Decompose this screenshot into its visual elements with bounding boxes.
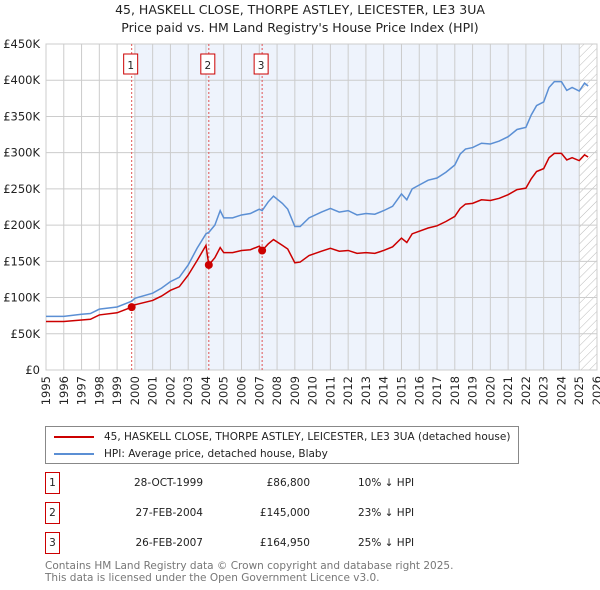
sale-price: £86,800 (266, 477, 310, 489)
sale-point (258, 246, 267, 255)
x-tick-label: 2003 (181, 376, 195, 405)
y-tick-label: £200K (3, 218, 40, 232)
sale-hpi-diff: 23% ↓ HPI (358, 507, 415, 519)
x-tick-label: 2002 (163, 376, 177, 405)
chart-title: 45, HASKELL CLOSE, THORPE ASTLEY, LEICES… (115, 2, 485, 17)
series-line (46, 80, 589, 318)
x-tick-label: 2006 (235, 376, 249, 405)
x-tick-label: 2016 (412, 376, 426, 405)
y-tick-label: £0 (25, 363, 40, 377)
x-tick-label: 2010 (306, 376, 320, 405)
sale-marker-label: 3 (258, 60, 265, 72)
x-tick-label: 2021 (501, 376, 515, 405)
x-tick-label: 2024 (554, 376, 568, 405)
sale-marker-box (200, 53, 216, 75)
sale-date: 27-FEB-2004 (135, 507, 203, 519)
legend-label: HPI: Average price, detached house, Blab… (104, 448, 328, 460)
plot-border (45, 43, 598, 371)
sale-price: £164,950 (259, 537, 310, 549)
legend-item-hpi: HPI: Average price, detached house, Blab… (54, 446, 328, 462)
forecast-hatch (579, 44, 597, 370)
sale-marker-badge: 2 (45, 502, 60, 524)
x-tick-label: 2005 (217, 376, 231, 405)
chart-subtitle: Price paid vs. HM Land Registry's House … (121, 20, 479, 35)
shaded-region (134, 44, 580, 370)
x-tick-label: 2007 (252, 376, 266, 405)
x-tick-label: 2026 (590, 376, 600, 405)
x-tick-label: 1995 (39, 376, 53, 405)
sale-marker-box (123, 53, 139, 75)
sale-point (204, 260, 213, 269)
sale-hpi-diff: 10% ↓ HPI (358, 477, 415, 489)
sale-marker-badge: 1 (45, 472, 60, 494)
x-tick-label: 2009 (288, 376, 302, 405)
sale-date: 26-FEB-2007 (135, 537, 203, 549)
x-tick-label: 2018 (448, 376, 462, 405)
legend-swatch-red (54, 436, 94, 438)
x-tick-label: 2020 (483, 376, 497, 405)
y-tick-label: £350K (3, 109, 40, 123)
y-tick-label: £250K (3, 182, 40, 196)
x-tick-label: 1999 (110, 376, 124, 405)
x-tick-label: 1997 (75, 376, 89, 405)
sale-point (127, 303, 136, 312)
legend-item-property: 45, HASKELL CLOSE, THORPE ASTLEY, LEICES… (54, 429, 510, 445)
price-chart: £0 £50K £100K £150K £200K £250K £300K £350K £400… (3, 37, 600, 405)
sale-marker-label: 2 (204, 60, 211, 72)
x-tick-label: 2011 (323, 376, 337, 405)
legend-label: 45, HASKELL CLOSE, THORPE ASTLEY, LEICES… (104, 431, 511, 443)
x-tick-label: 2013 (359, 376, 373, 405)
x-tick-label: 2023 (537, 376, 551, 405)
x-tick-label: 2000 (128, 376, 142, 405)
sale-marker-label: 1 (127, 60, 134, 72)
x-tick-label: 2025 (572, 376, 586, 405)
x-tick-label: 2008 (270, 376, 284, 405)
x-tick-label: 2019 (466, 376, 480, 405)
sale-hpi-diff: 25% ↓ HPI (358, 537, 415, 549)
footer-licence: This data is licensed under the Open Gov… (45, 572, 380, 584)
x-tick-label: 2012 (341, 376, 355, 405)
sale-marker-box (253, 53, 269, 75)
series-line (46, 152, 589, 323)
sale-marker-badge: 3 (45, 532, 60, 554)
sale-date: 28-OCT-1999 (134, 477, 203, 489)
x-tick-label: 2004 (199, 376, 213, 405)
legend: 45, HASKELL CLOSE, THORPE ASTLEY, LEICES… (45, 426, 519, 464)
x-tick-label: 2017 (430, 376, 444, 405)
y-tick-label: £100K (3, 291, 40, 305)
sale-price: £145,000 (259, 507, 310, 519)
footer-copyright: Contains HM Land Registry data © Crown c… (45, 560, 454, 572)
x-tick-label: 2014 (377, 376, 391, 405)
y-tick-label: £300K (3, 146, 40, 160)
x-tick-label: 2015 (394, 376, 408, 405)
x-tick-label: 2001 (146, 376, 160, 405)
legend-swatch-blue (54, 453, 94, 455)
y-tick-label: £150K (3, 254, 40, 268)
y-tick-label: £400K (3, 73, 40, 87)
x-tick-label: 1998 (92, 376, 106, 405)
y-tick-label: £450K (3, 37, 40, 51)
x-tick-label: 1996 (57, 376, 71, 405)
y-tick-label: £50K (11, 327, 41, 341)
x-tick-label: 2022 (519, 376, 533, 405)
